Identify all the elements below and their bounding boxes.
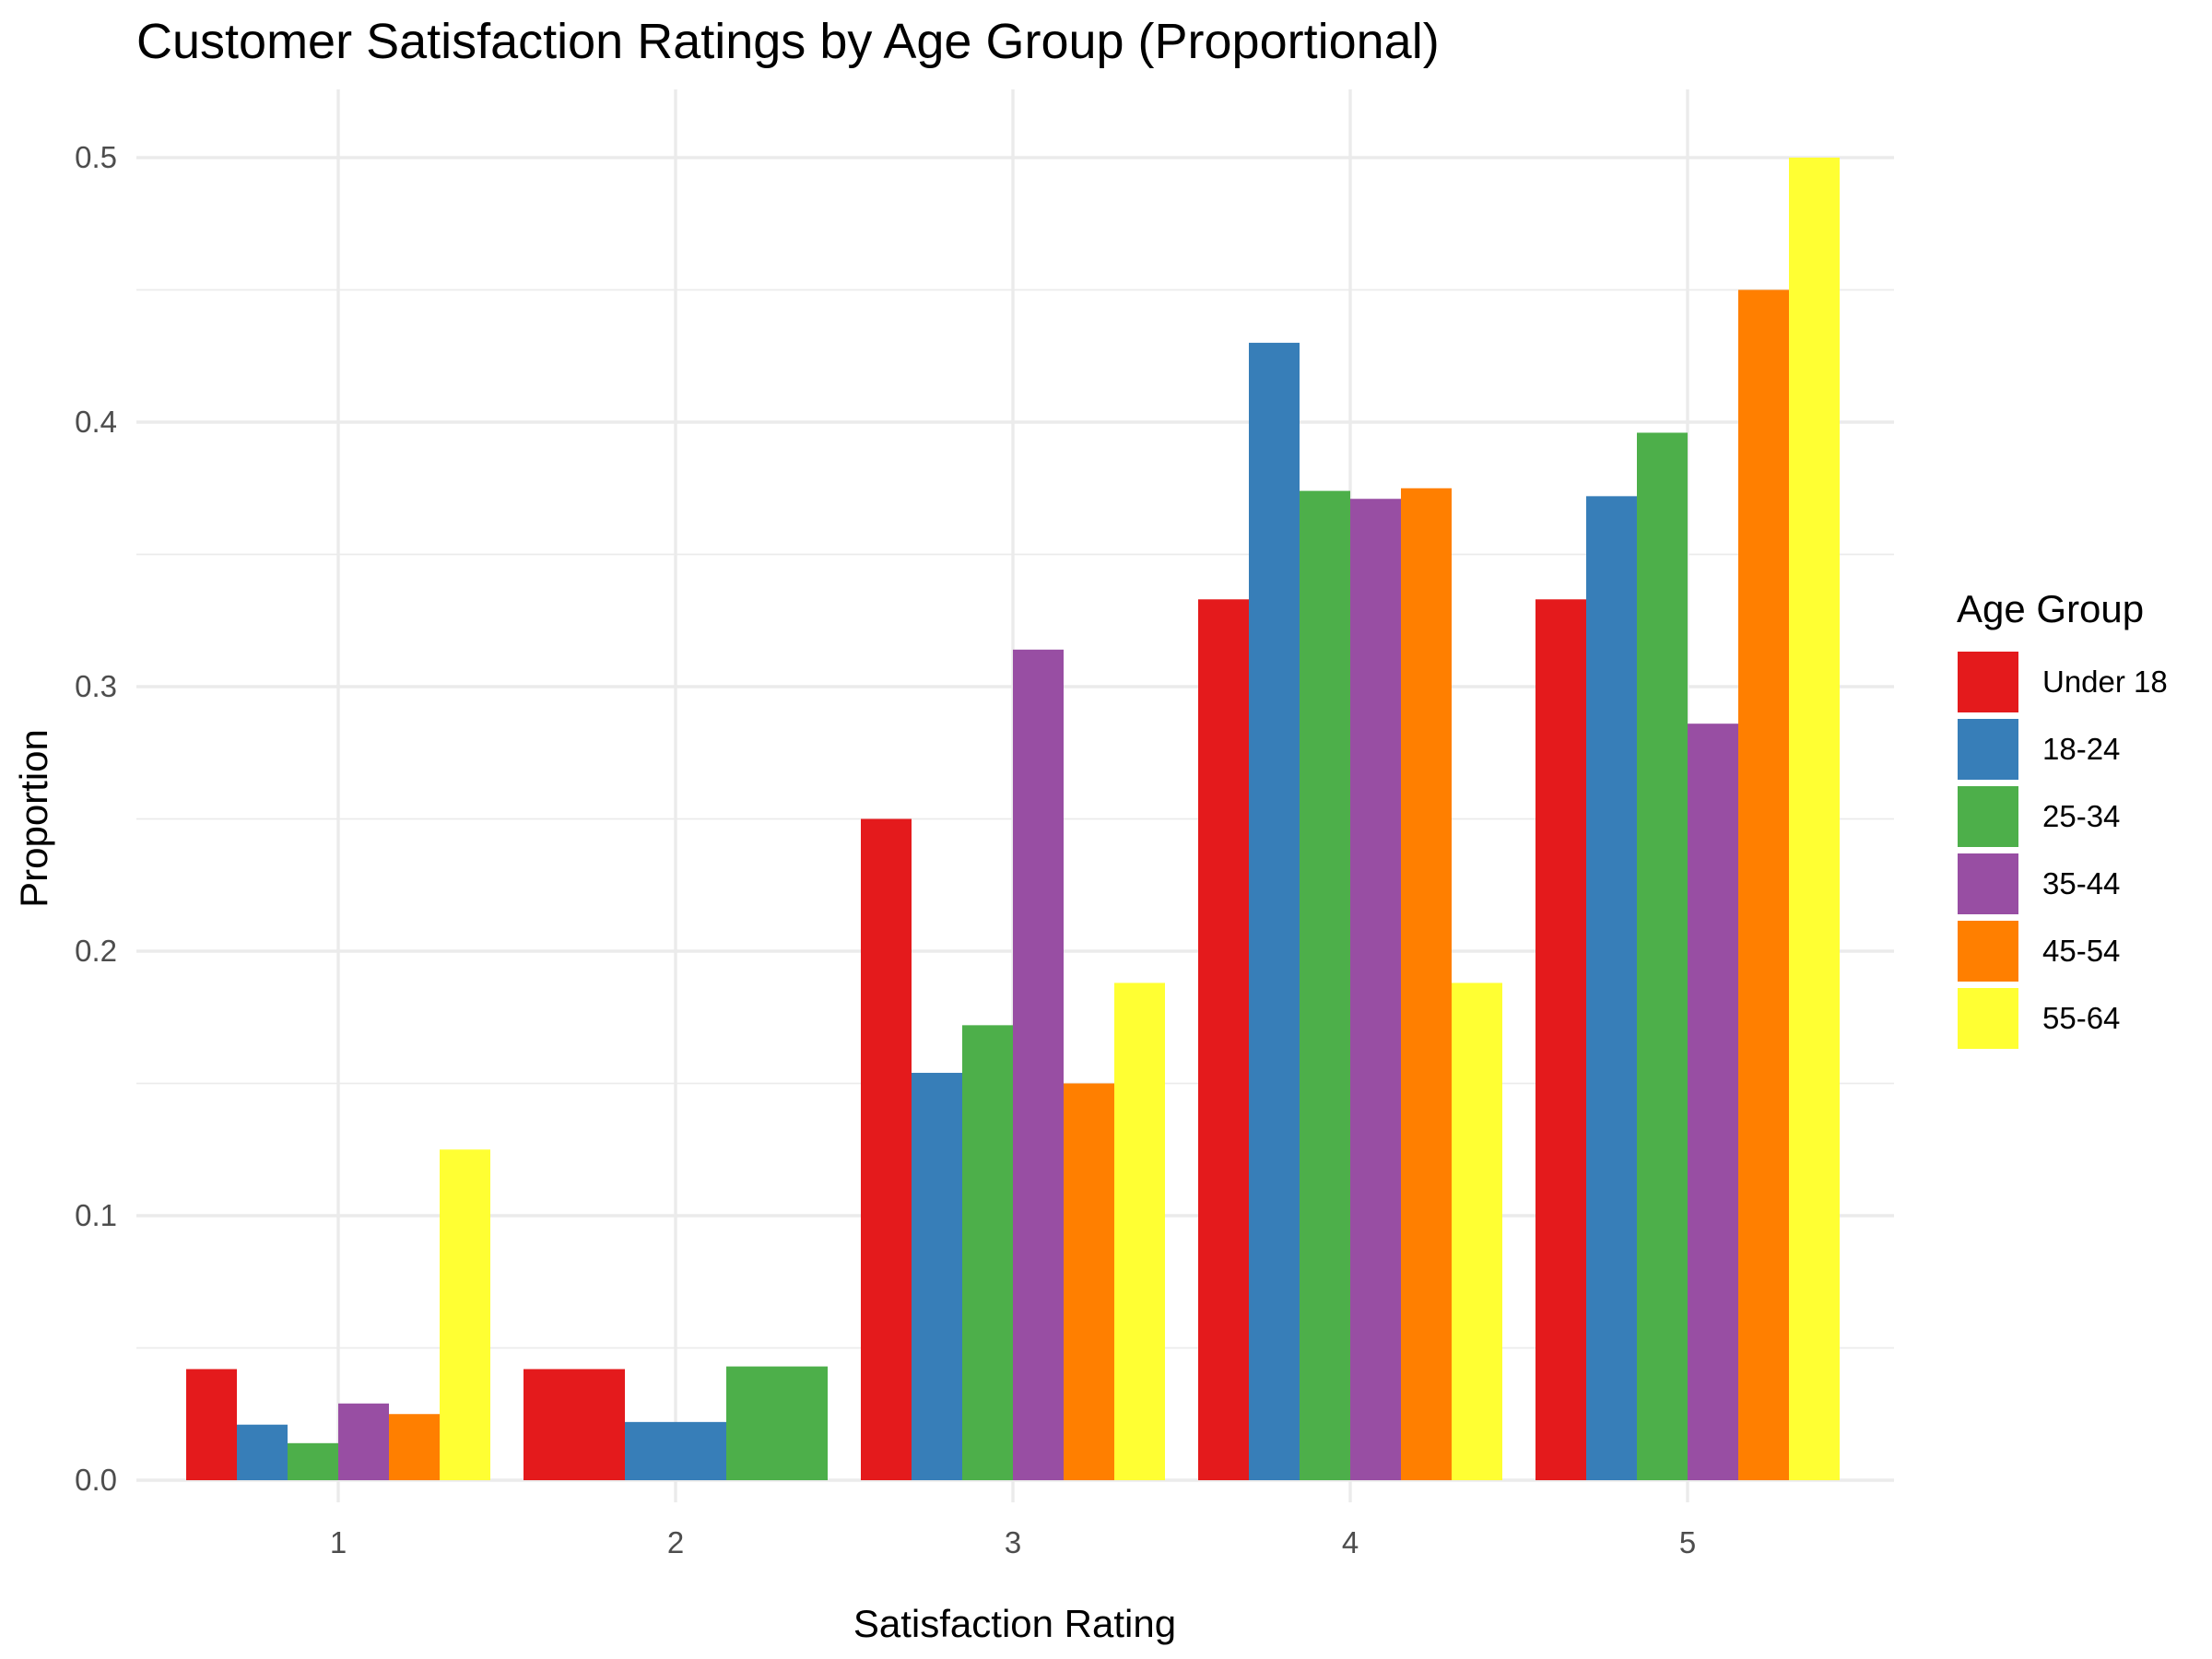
bar-under-18-rating-4: [1198, 599, 1249, 1480]
legend: Age Group Under 18 18-24 25-34 35-44 45-54 55…: [1957, 587, 2168, 1049]
legend-label: 18-24: [2042, 732, 2120, 766]
legend-label: Under 18: [2042, 665, 2168, 699]
bar-45-54-rating-1: [389, 1414, 440, 1480]
y-tick-label: 0.0: [75, 1463, 117, 1497]
bar-35-44-rating-4: [1350, 499, 1401, 1480]
x-tick-label: 1: [330, 1525, 347, 1559]
bar-under-18-rating-2: [524, 1369, 625, 1480]
bar-under-18-rating-3: [861, 818, 912, 1480]
legend-swatch: [1958, 921, 2018, 982]
bar-55-64-rating-4: [1452, 982, 1502, 1480]
y-tick-label: 0.2: [75, 934, 117, 968]
chart-title: Customer Satisfaction Ratings by Age Gro…: [136, 14, 1440, 69]
x-tick-label: 5: [1679, 1525, 1696, 1559]
bar-45-54-rating-5: [1738, 289, 1789, 1480]
y-tick-labels: 0.0 0.1 0.2 0.3 0.4 0.5: [75, 140, 117, 1497]
y-tick-label: 0.4: [75, 405, 117, 439]
x-tick-label: 2: [667, 1525, 684, 1559]
legend-swatch: [1958, 652, 2018, 712]
bar-18-24-rating-4: [1249, 342, 1300, 1480]
bar-under-18-rating-1: [186, 1369, 237, 1480]
bar-25-34-rating-2: [726, 1366, 828, 1480]
legend-title: Age Group: [1957, 587, 2144, 630]
bar-18-24-rating-2: [625, 1421, 726, 1480]
bar-45-54-rating-3: [1064, 1083, 1114, 1480]
y-tick-label: 0.5: [75, 140, 117, 174]
bar-25-34-rating-3: [962, 1025, 1013, 1480]
x-tick-label: 3: [1005, 1525, 1021, 1559]
bar-35-44-rating-1: [338, 1403, 389, 1480]
legend-swatch: [1958, 786, 2018, 847]
legend-label: 25-34: [2042, 799, 2120, 833]
bar-18-24-rating-3: [912, 1073, 962, 1480]
legend-swatch: [1958, 719, 2018, 780]
legend-label: 45-54: [2042, 934, 2120, 968]
bar-25-34-rating-5: [1637, 432, 1688, 1481]
y-tick-label: 0.3: [75, 669, 117, 703]
bars: [186, 158, 1840, 1481]
bar-45-54-rating-4: [1401, 488, 1452, 1480]
x-tick-labels: 1 2 3 4 5: [330, 1525, 1696, 1559]
x-axis-title: Satisfaction Rating: [853, 1602, 1176, 1645]
bar-25-34-rating-1: [288, 1442, 338, 1480]
bar-35-44-rating-5: [1688, 724, 1738, 1480]
legend-label: 55-64: [2042, 1001, 2120, 1035]
y-axis-title: Proportion: [12, 729, 55, 908]
legend-swatch: [1958, 988, 2018, 1049]
bar-55-64-rating-3: [1114, 982, 1165, 1480]
bar-18-24-rating-1: [237, 1424, 288, 1480]
bar-under-18-rating-5: [1535, 599, 1586, 1480]
y-tick-label: 0.1: [75, 1198, 117, 1232]
bar-55-64-rating-1: [440, 1149, 490, 1480]
legend-swatch: [1958, 853, 2018, 914]
bar-55-64-rating-5: [1789, 158, 1840, 1480]
bar-25-34-rating-4: [1300, 490, 1350, 1480]
legend-label: 35-44: [2042, 866, 2120, 900]
bar-18-24-rating-5: [1586, 496, 1637, 1480]
x-tick-label: 4: [1342, 1525, 1359, 1559]
bar-35-44-rating-3: [1013, 649, 1064, 1480]
